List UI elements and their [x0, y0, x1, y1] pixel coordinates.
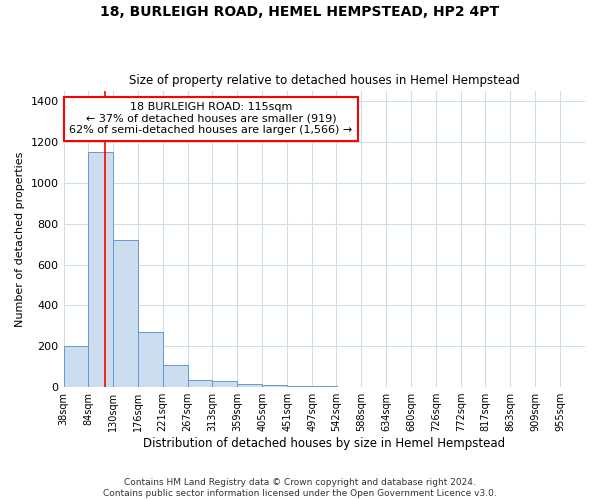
Bar: [64, 346, 88, 387]
Bar: [138, 332, 163, 387]
Bar: [287, 386, 312, 387]
Bar: [238, 384, 262, 387]
Bar: [163, 364, 188, 387]
Text: Contains HM Land Registry data © Crown copyright and database right 2024.
Contai: Contains HM Land Registry data © Crown c…: [103, 478, 497, 498]
Bar: [312, 386, 337, 387]
Y-axis label: Number of detached properties: Number of detached properties: [15, 152, 25, 326]
X-axis label: Distribution of detached houses by size in Hemel Hempstead: Distribution of detached houses by size …: [143, 437, 505, 450]
Bar: [113, 240, 138, 387]
Bar: [262, 385, 287, 387]
Bar: [188, 380, 212, 387]
Text: 18 BURLEIGH ROAD: 115sqm
← 37% of detached houses are smaller (919)
62% of semi-: 18 BURLEIGH ROAD: 115sqm ← 37% of detach…: [69, 102, 352, 136]
Bar: [88, 152, 113, 387]
Bar: [212, 381, 238, 387]
Text: 18, BURLEIGH ROAD, HEMEL HEMPSTEAD, HP2 4PT: 18, BURLEIGH ROAD, HEMEL HEMPSTEAD, HP2 …: [100, 5, 500, 19]
Title: Size of property relative to detached houses in Hemel Hempstead: Size of property relative to detached ho…: [129, 74, 520, 87]
